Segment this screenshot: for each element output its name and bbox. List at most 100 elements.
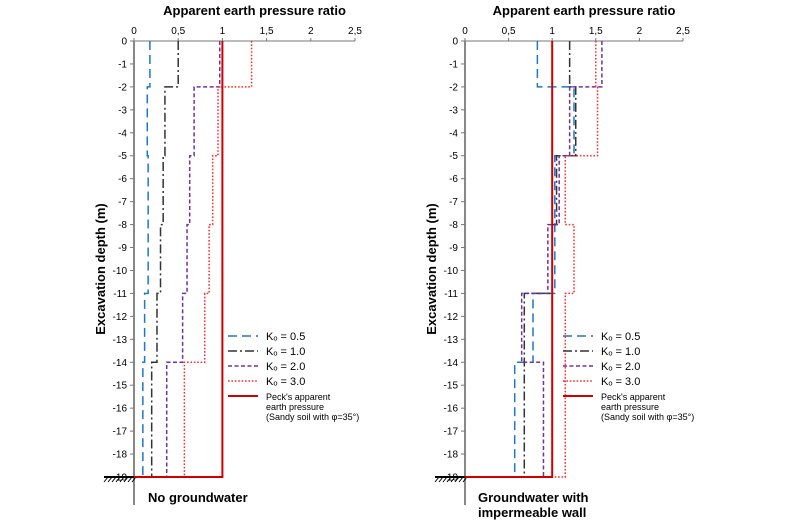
hatch-mark bbox=[127, 476, 133, 483]
legend-label-ko30: Kₒ = 3.0 bbox=[266, 376, 305, 388]
hatch-mark bbox=[119, 476, 125, 483]
y-tick-label: -3 bbox=[449, 105, 458, 116]
y-axis-label: Excavation depth (m) bbox=[424, 203, 439, 334]
hatch-mark bbox=[458, 476, 464, 483]
y-tick-label: -16 bbox=[113, 404, 128, 415]
hatch-mark bbox=[115, 476, 121, 483]
y-tick-label: -14 bbox=[113, 358, 128, 369]
legend-label-ko20: Kₒ = 2.0 bbox=[601, 361, 640, 373]
y-tick-label: -5 bbox=[449, 151, 458, 162]
panel-caption: No groundwater bbox=[148, 490, 248, 505]
x-tick-label: 1,5 bbox=[260, 26, 274, 37]
y-tick-label: -17 bbox=[113, 427, 128, 438]
x-tick-label: 0,5 bbox=[502, 26, 516, 37]
legend-label-ko05: Kₒ = 0.5 bbox=[266, 331, 305, 343]
legend-label-ko10: Kₒ = 1.0 bbox=[266, 346, 305, 358]
y-tick-label: -6 bbox=[449, 174, 458, 185]
ground-hatch bbox=[434, 476, 468, 483]
hatch-mark bbox=[446, 476, 452, 483]
x-tick-label: 0,5 bbox=[171, 26, 185, 37]
chart-title: Apparent earth pressure ratio bbox=[493, 3, 676, 18]
y-tick-label: 0 bbox=[121, 37, 127, 48]
legend-label-peck: (Sandy soil with φ=35°) bbox=[266, 412, 359, 422]
x-tick-label: 1 bbox=[220, 26, 226, 37]
y-tick-label: -6 bbox=[118, 174, 127, 185]
x-tick-label: 1,5 bbox=[589, 26, 603, 37]
x-tick-label: 1 bbox=[549, 26, 555, 37]
chart-title: Apparent earth pressure ratio bbox=[163, 3, 346, 18]
hatch-mark bbox=[442, 476, 448, 483]
y-tick-label: -18 bbox=[444, 450, 459, 461]
legend-label-peck: earth pressure bbox=[601, 402, 659, 412]
legend-label-ko10: Kₒ = 1.0 bbox=[601, 346, 640, 358]
legend-label-ko30: Kₒ = 3.0 bbox=[601, 376, 640, 388]
y-tick-label: -7 bbox=[118, 197, 127, 208]
y-tick-label: -15 bbox=[113, 381, 128, 392]
hatch-mark bbox=[111, 476, 117, 483]
y-tick-label: -10 bbox=[444, 266, 459, 277]
legend-label-ko05: Kₒ = 0.5 bbox=[601, 331, 640, 343]
y-tick-label: 0 bbox=[452, 37, 458, 48]
y-tick-label: -2 bbox=[118, 82, 127, 93]
y-tick-label: -7 bbox=[449, 197, 458, 208]
x-tick-label: 2 bbox=[637, 26, 643, 37]
y-tick-label: -18 bbox=[113, 450, 128, 461]
series-line-5 bbox=[134, 41, 224, 478]
y-tick-label: -4 bbox=[449, 128, 458, 139]
series-line-1 bbox=[134, 41, 151, 478]
hatch-mark bbox=[123, 476, 129, 483]
y-tick-label: -13 bbox=[444, 335, 459, 346]
y-tick-label: -4 bbox=[118, 128, 127, 139]
chart-panel-1: Apparent earth pressure ratio 0 0,5 1 1,5 2 2,… bbox=[93, 3, 362, 505]
series-line-4 bbox=[134, 41, 253, 478]
y-tick-label: -12 bbox=[113, 312, 128, 323]
legend-label-peck: Peck's apparent bbox=[266, 392, 331, 402]
y-tick-label: -8 bbox=[118, 220, 127, 231]
panel-caption: impermeable wall bbox=[478, 505, 586, 520]
y-tick-label: -2 bbox=[449, 82, 458, 93]
series-line-4 bbox=[465, 41, 599, 478]
panel-caption: Groundwater with bbox=[478, 490, 589, 505]
hatch-mark bbox=[103, 476, 109, 483]
y-tick-label: -17 bbox=[444, 427, 459, 438]
series-line-2 bbox=[465, 41, 577, 478]
chart-panel-2: Apparent earth pressure ratio 0 0,5 1 1,5 2 2,… bbox=[424, 3, 694, 520]
y-tick-label: -5 bbox=[118, 151, 127, 162]
legend: Kₒ = 0.5 Kₒ = 1.0 Kₒ = 2.0 Kₒ = 3.0 Peck's a… bbox=[228, 331, 359, 422]
series-line-3 bbox=[134, 41, 221, 478]
legend-label-peck: earth pressure bbox=[266, 402, 324, 412]
x-tick-label: 2,5 bbox=[676, 26, 690, 37]
y-tick-label: -1 bbox=[118, 59, 127, 70]
legend: Kₒ = 0.5 Kₒ = 1.0 Kₒ = 2.0 Kₒ = 3.0 Peck's a… bbox=[563, 331, 694, 422]
y-tick-label: -9 bbox=[449, 243, 458, 254]
series-line-5 bbox=[465, 41, 554, 478]
legend-label-peck: (Sandy soil with φ=35°) bbox=[601, 412, 694, 422]
y-tick-label: -3 bbox=[118, 105, 127, 116]
series-line-1 bbox=[465, 41, 575, 478]
x-tick-label: 2,5 bbox=[348, 26, 362, 37]
legend-label-ko20: Kₒ = 2.0 bbox=[266, 361, 305, 373]
y-tick-label: -1 bbox=[449, 59, 458, 70]
series-line-3 bbox=[465, 41, 603, 478]
y-axis-label: Excavation depth (m) bbox=[93, 203, 108, 334]
y-tick-label: -11 bbox=[444, 289, 458, 300]
hatch-mark bbox=[454, 476, 460, 483]
y-tick-label: -11 bbox=[113, 289, 127, 300]
hatch-mark bbox=[434, 476, 440, 483]
legend-label-peck: Peck's apparent bbox=[601, 392, 666, 402]
hatch-mark bbox=[438, 476, 444, 483]
y-tick-label: -14 bbox=[444, 358, 459, 369]
y-tick-label: -10 bbox=[113, 266, 128, 277]
y-tick-label: -12 bbox=[444, 312, 459, 323]
hatch-mark bbox=[450, 476, 456, 483]
y-tick-label: -8 bbox=[449, 220, 458, 231]
hatch-mark bbox=[107, 476, 113, 483]
x-tick-label: 0 bbox=[462, 26, 468, 37]
x-tick-label: 2 bbox=[308, 26, 314, 37]
y-tick-label: -15 bbox=[444, 381, 459, 392]
x-tick-label: 0 bbox=[131, 26, 137, 37]
y-tick-label: -9 bbox=[118, 243, 127, 254]
y-tick-label: -16 bbox=[444, 404, 459, 415]
series-line-2 bbox=[134, 41, 179, 478]
